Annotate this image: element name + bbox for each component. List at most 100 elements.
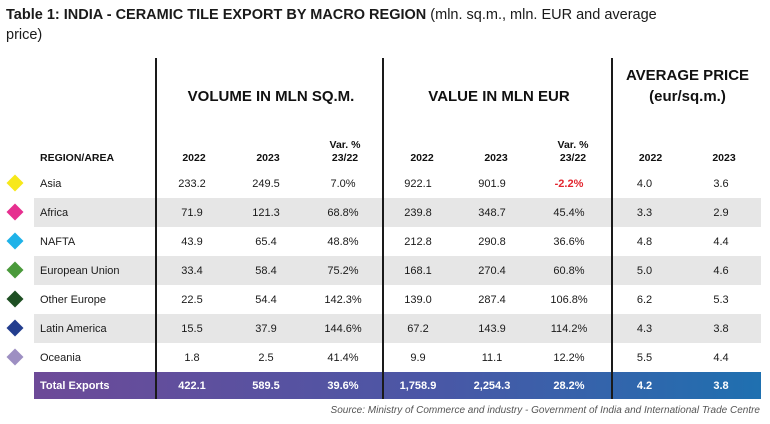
cell-val-var: 60.8% <box>530 256 608 285</box>
cell-vol-2022: 233.2 <box>178 177 206 190</box>
cell-val-2022: 168.1 <box>382 256 454 285</box>
table-row: Oceania 1.8 2.5 41.4% 9.9 11.1 12.2% 5.5 4.4 <box>34 343 761 372</box>
total-val-2022: 1,758.9 <box>399 379 437 392</box>
cell-val-var: 106.8% <box>550 293 588 306</box>
cell-price-2022: 3.3 <box>608 198 681 227</box>
cell-price-2023: 3.8 <box>681 314 761 343</box>
cell-vol-2022: 33.4 <box>156 256 228 285</box>
region-diamond-icon <box>6 174 24 192</box>
volume-group-header: VOLUME IN MLN SQ.M. <box>187 88 355 105</box>
table-title: Table 1: INDIA - CERAMIC TILE EXPORT BY … <box>6 5 696 45</box>
cell-vol-2022: 71.9 <box>156 198 228 227</box>
col-header-val-var-line1: Var. % <box>557 139 589 151</box>
cell-vol-2023: 121.3 <box>228 198 304 227</box>
cell-price-2023: 4.4 <box>713 235 729 248</box>
divider-value <box>382 58 384 399</box>
region-diamond-icon <box>6 319 24 337</box>
cell-vol-var: 68.8% <box>304 198 382 227</box>
col-header-val-2022: 2022 <box>410 152 434 164</box>
total-price-2022: 4.2 <box>636 379 653 392</box>
cell-val-2022: 139.0 <box>404 293 432 306</box>
region-name: NAFTA <box>40 235 76 248</box>
cell-vol-2023: 54.4 <box>255 293 277 306</box>
cell-vol-var: 142.3% <box>324 293 362 306</box>
cell-vol-2023: 249.5 <box>252 177 280 190</box>
total-vol-2023: 589.5 <box>252 379 280 392</box>
cell-vol-2022: 22.5 <box>181 293 203 306</box>
cell-val-var: -2.2% <box>554 177 584 190</box>
cell-vol-var: 41.4% <box>327 351 359 364</box>
cell-val-2022: 212.8 <box>404 235 432 248</box>
cell-val-2022: 922.1 <box>404 177 432 190</box>
col-header-vol-2022: 2022 <box>182 152 206 164</box>
cell-vol-2022: 43.9 <box>181 235 203 248</box>
region-diamond-icon <box>6 232 24 250</box>
cell-price-2022: 4.3 <box>608 314 681 343</box>
cell-val-2023: 11.1 <box>481 351 503 364</box>
col-header-vol-var-line2: 23/22 <box>331 152 359 164</box>
region-diamond-icon <box>6 290 24 308</box>
total-row: Total Exports 422.1 589.5 39.6% 1,758.9 … <box>34 372 761 399</box>
price-group-header-line1: AVERAGE PRICE <box>625 67 750 84</box>
region-diamond-icon <box>6 261 24 279</box>
data-table: Asia 233.2 249.5 7.0% 922.1 901.9 -2.2% 4.0 3.6 A… <box>34 169 761 399</box>
cell-val-2023: 143.9 <box>454 314 530 343</box>
cell-val-var: 45.4% <box>530 198 608 227</box>
table-title-rest: (mln. sq.m., mln. EUR and average price) <box>6 7 657 43</box>
table-row: NAFTA 43.9 65.4 48.8% 212.8 290.8 36.6% 4.8 4.4 <box>34 227 761 256</box>
table-row: Asia 233.2 249.5 7.0% 922.1 901.9 -2.2% 4.0 3.6 <box>34 169 761 198</box>
col-header-val-var-line2: 23/22 <box>559 152 587 164</box>
cell-price-2022: 5.5 <box>636 351 653 364</box>
total-vol-2022: 422.1 <box>178 379 206 392</box>
region-name: Africa <box>34 198 156 227</box>
cell-vol-2022: 1.8 <box>184 351 200 364</box>
cell-price-2022: 4.0 <box>636 177 653 190</box>
region-diamond-icon <box>6 348 24 366</box>
cell-price-2023: 5.3 <box>713 293 729 306</box>
cell-val-2023: 270.4 <box>454 256 530 285</box>
cell-val-2022: 67.2 <box>382 314 454 343</box>
cell-val-var: 12.2% <box>553 351 585 364</box>
cell-vol-2023: 58.4 <box>228 256 304 285</box>
table-row: Latin America 15.5 37.9 144.6% 67.2 143.9 114.… <box>34 314 761 343</box>
cell-val-2023: 901.9 <box>478 177 506 190</box>
region-diamond-icon <box>6 203 24 221</box>
total-val-2023: 2,254.3 <box>473 379 511 392</box>
divider-volume <box>155 58 157 399</box>
source-note: Source: Ministry of Commerce and industr… <box>330 405 760 416</box>
cell-price-2022: 5.0 <box>608 256 681 285</box>
region-name: Latin America <box>34 314 156 343</box>
col-header-price-2023: 2023 <box>712 152 736 164</box>
region-name: European Union <box>34 256 156 285</box>
col-header-vol-2023: 2023 <box>256 152 280 164</box>
col-header-vol-var-line1: Var. % <box>329 139 361 151</box>
cell-price-2022: 4.8 <box>636 235 653 248</box>
cell-val-2023: 348.7 <box>454 198 530 227</box>
cell-vol-2023: 2.5 <box>258 351 274 364</box>
cell-price-2023: 4.4 <box>713 351 729 364</box>
cell-vol-var: 144.6% <box>304 314 382 343</box>
cell-vol-2023: 65.4 <box>255 235 277 248</box>
table-row: Africa 71.9 121.3 68.8% 239.8 348.7 45.4% 3.3 2.… <box>34 198 761 227</box>
cell-price-2023: 3.6 <box>713 177 729 190</box>
region-name: Asia <box>40 177 62 190</box>
cell-vol-2023: 37.9 <box>228 314 304 343</box>
cell-price-2023: 2.9 <box>681 198 761 227</box>
cell-vol-var: 48.8% <box>327 235 359 248</box>
cell-vol-var: 75.2% <box>304 256 382 285</box>
total-label: Total Exports <box>40 379 110 392</box>
col-header-val-2023: 2023 <box>484 152 508 164</box>
cell-val-2023: 290.8 <box>478 235 506 248</box>
cell-price-2022: 6.2 <box>636 293 653 306</box>
cell-vol-var: 7.0% <box>330 177 356 190</box>
col-header-price-2022: 2022 <box>638 152 663 164</box>
table-row: European Union 33.4 58.4 75.2% 168.1 270.4 60.… <box>34 256 761 285</box>
cell-val-var: 36.6% <box>553 235 585 248</box>
divider-price <box>611 58 613 399</box>
cell-price-2023: 4.6 <box>681 256 761 285</box>
col-header-region: REGION/AREA <box>40 152 115 164</box>
value-group-header: VALUE IN MLN EUR <box>428 88 570 105</box>
cell-val-2023: 287.4 <box>478 293 506 306</box>
cell-val-2022: 9.9 <box>410 351 426 364</box>
cell-val-2022: 239.8 <box>382 198 454 227</box>
